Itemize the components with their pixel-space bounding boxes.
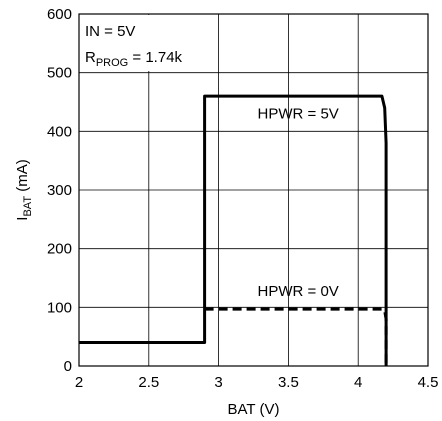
x-tick-label: 2.5 [138, 374, 159, 391]
tick-labels: 2 2.5 3 3.5 4 4.5 0 100 200 300 400 500 600 [47, 6, 438, 391]
plot-frame [78, 13, 429, 367]
x-tick-label: 3 [214, 374, 222, 391]
condition-in: IN = 5V [85, 23, 135, 40]
series-line [79, 94, 388, 366]
y-tick-label: 600 [47, 6, 72, 23]
x-tick-label: 4 [354, 374, 362, 391]
series-annotations: HPWR = 5V HPWR = 0V [258, 105, 339, 300]
y-tick-label: 200 [47, 241, 72, 258]
y-tick-label: 0 [64, 358, 72, 375]
y-tick-label: 400 [47, 123, 72, 140]
x-tick-label: 3.5 [278, 374, 299, 391]
grid-lines [79, 14, 428, 366]
series-annotation: HPWR = 5V [258, 105, 339, 122]
y-axis-label: IBAT (mA) [14, 159, 34, 220]
series-lines [79, 94, 388, 366]
conditions-box-bg [80, 15, 210, 71]
y-tick-label: 500 [47, 65, 72, 82]
x-tick-label: 2 [75, 374, 83, 391]
y-tick-label: 100 [47, 299, 72, 316]
y-tick-label: 300 [47, 182, 72, 199]
series-line [204, 307, 388, 366]
x-axis-label: BAT (V) [228, 401, 280, 418]
condition-rprog: RPROG = 1.74k [85, 49, 183, 69]
series-annotation: HPWR = 0V [258, 283, 339, 300]
x-tick-label: 4.5 [418, 374, 439, 391]
